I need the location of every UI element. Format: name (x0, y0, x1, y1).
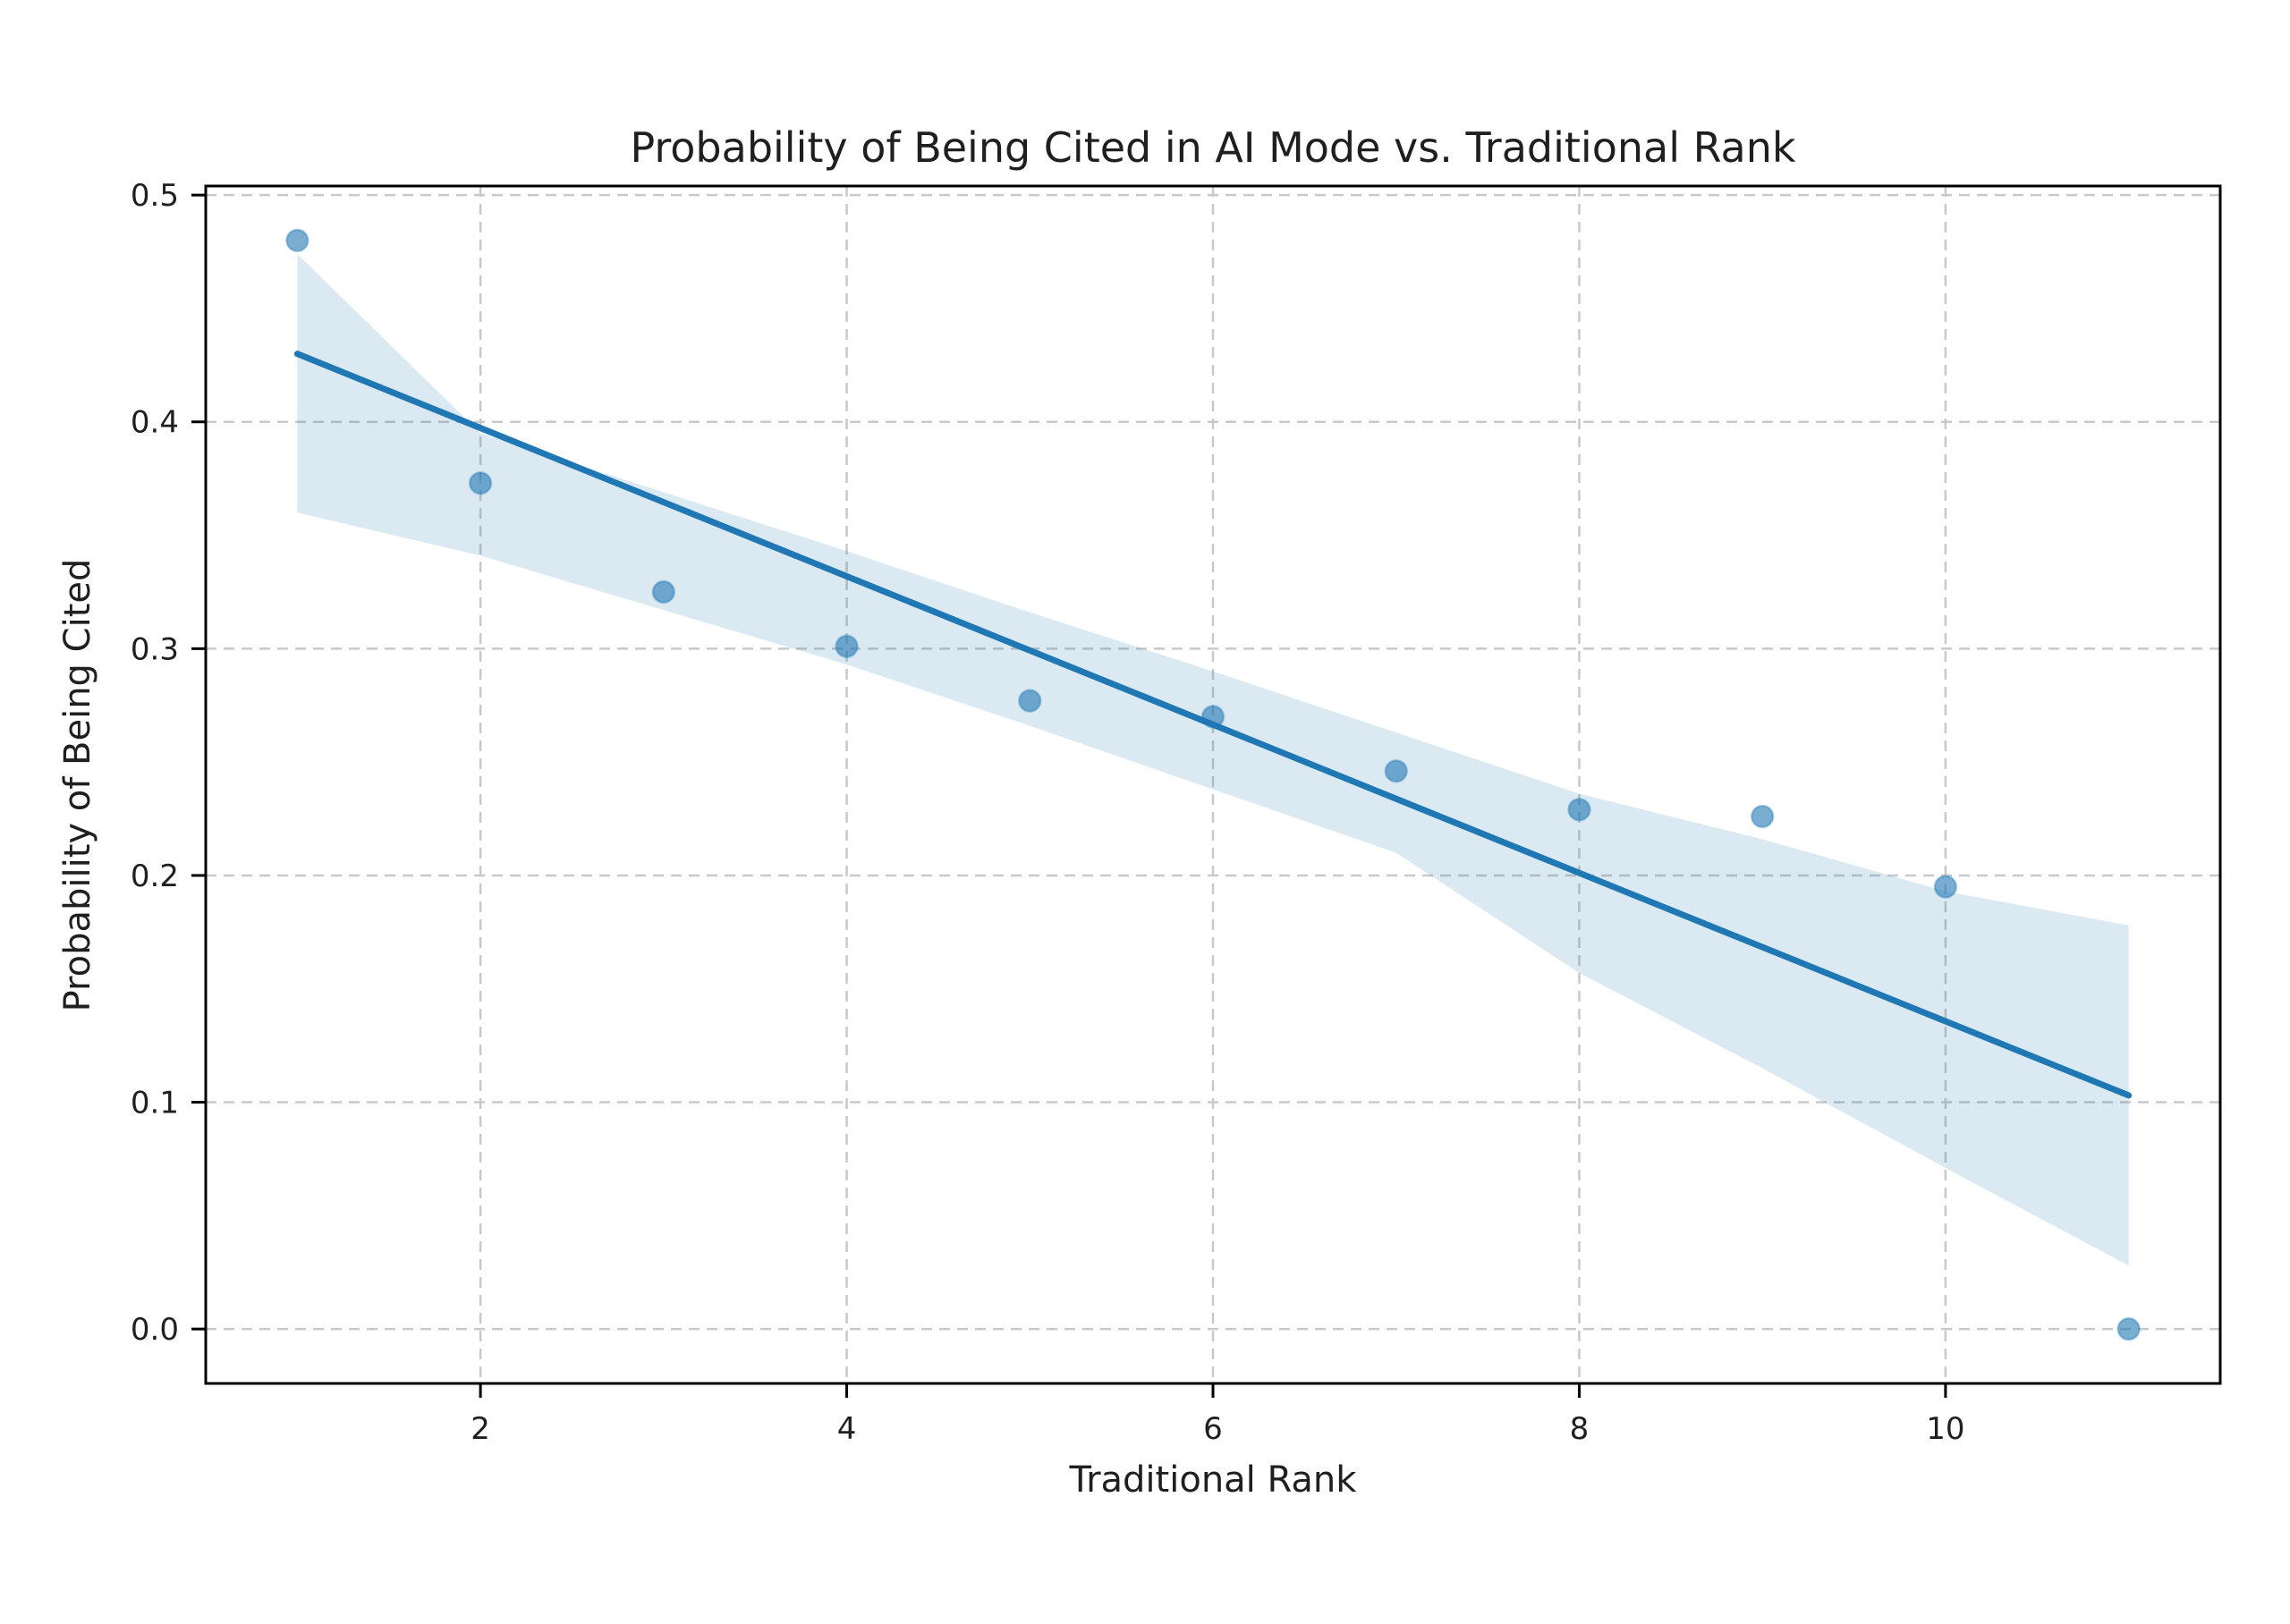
y-tick-label: 0.1 (131, 1086, 179, 1121)
scatter-point (651, 579, 676, 605)
scatter-point (1933, 875, 1958, 899)
y-tick-label: 0.2 (131, 859, 179, 894)
x-tick-label: 2 (471, 1411, 490, 1447)
x-axis-label: Traditional Rank (1069, 1459, 1358, 1501)
y-tick-label: 0.3 (131, 631, 179, 667)
confidence-band (297, 254, 2129, 1266)
chart-title: Probability of Being Cited in AI Mode vs… (630, 123, 1795, 172)
scatter-point (1018, 689, 1042, 713)
x-tick-label: 4 (837, 1411, 857, 1447)
gridlines (206, 186, 2220, 1383)
scatter-point (1200, 705, 1226, 729)
scatter-point (1750, 804, 1775, 829)
confidence-band-layer (297, 254, 2129, 1266)
tick-marks-and-labels: 2 4 6 8 10 0.0 0.1 0.2 0.3 0.4 0.5 (131, 178, 1965, 1447)
y-tick-label: 0.0 (131, 1312, 179, 1348)
scatter-point (285, 228, 310, 253)
scatter-point (468, 470, 493, 495)
scatter-point (1384, 759, 1408, 783)
scatter-points-layer (285, 228, 2141, 1341)
x-tick-label: 8 (1570, 1411, 1590, 1447)
scatter-point (835, 634, 859, 659)
scatter-point (2116, 1316, 2141, 1341)
scatter-point (1567, 798, 1591, 822)
y-tick-label: 0.5 (131, 178, 179, 214)
y-tick-label: 0.4 (131, 405, 179, 441)
x-tick-label: 6 (1203, 1411, 1223, 1447)
y-axis-label: Probability of Being Cited (57, 559, 98, 1012)
x-tick-label: 10 (1926, 1411, 1964, 1447)
